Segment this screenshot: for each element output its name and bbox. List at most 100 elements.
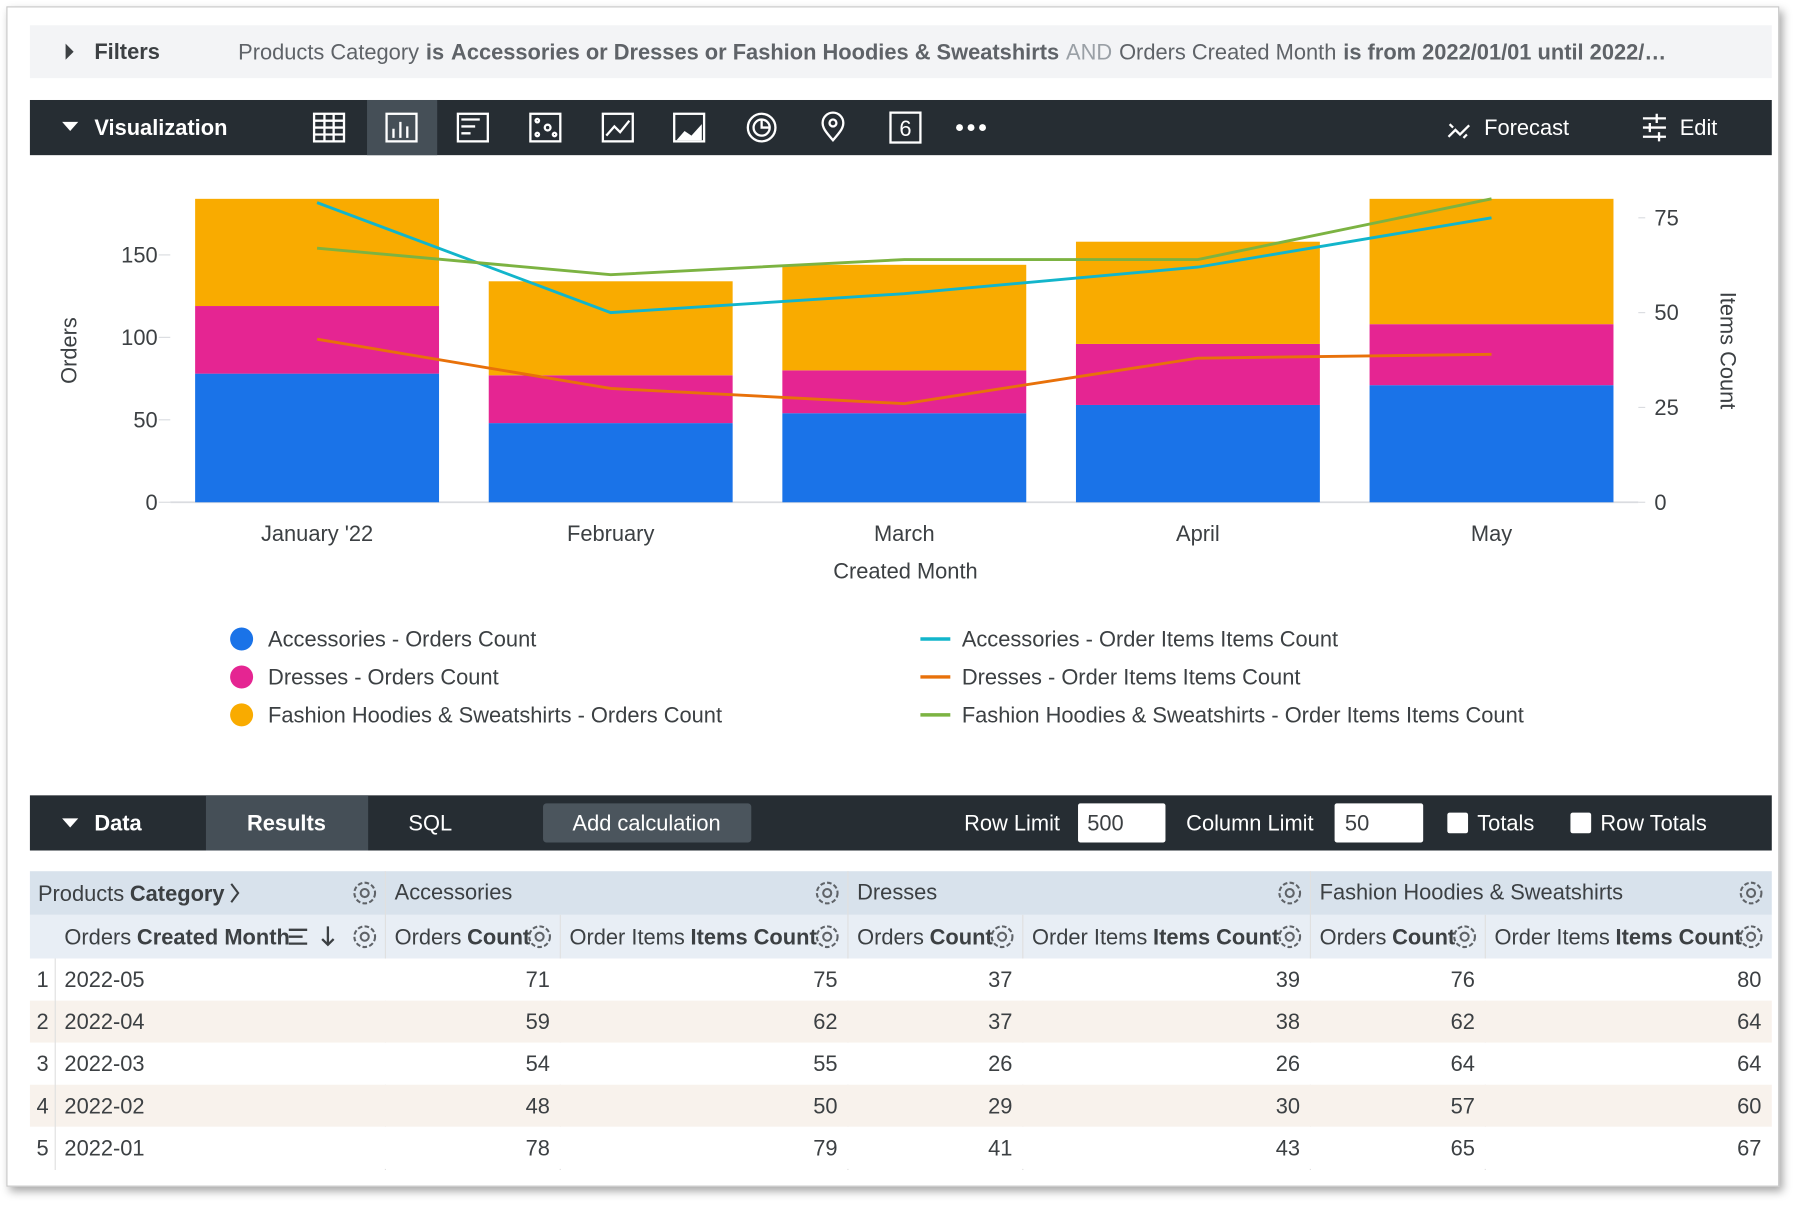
x-tick-label: March [874, 521, 935, 546]
bar-segment [488, 375, 733, 424]
legend-label[interactable]: Accessories - Order Items Items Count [962, 627, 1338, 652]
y2-tick-label: 50 [1654, 300, 1678, 325]
single-value-number: 6 [899, 116, 911, 141]
visualization-label[interactable]: Visualization [94, 115, 227, 140]
row-limit-input[interactable] [1078, 803, 1166, 843]
legend-label[interactable]: Fashion Hoodies & Sweatshirts - Order It… [962, 702, 1524, 727]
value-cell: 30 [1276, 1093, 1300, 1118]
chevron[interactable] [230, 883, 240, 903]
legend-label[interactable]: Fashion Hoodies & Sweatshirts - Orders C… [268, 702, 722, 727]
forecast-icon[interactable] [1447, 123, 1471, 139]
selected-viz [367, 99, 438, 156]
column-limit-input[interactable] [1334, 803, 1424, 843]
bar-segment [488, 281, 733, 376]
line-icon[interactable] [601, 112, 634, 143]
legend-label[interactable]: Dresses - Orders Count [268, 664, 499, 689]
edit-button[interactable]: Edit [1680, 115, 1718, 140]
gear-icon[interactable] [1739, 925, 1763, 949]
gear-icon[interactable] [1278, 925, 1302, 949]
bar-segment [1369, 198, 1614, 325]
header-label: Orders Created Month [64, 924, 289, 949]
pivot-header-row [29, 871, 1772, 915]
gear-icon[interactable] [1278, 881, 1302, 905]
header-view: Orders [395, 924, 462, 949]
sql-tab[interactable]: SQL [408, 810, 452, 835]
row-number: 3 [36, 1051, 48, 1076]
gear-icon[interactable] [353, 925, 377, 949]
table-row [29, 1042, 1772, 1085]
collapse-icon[interactable] [62, 121, 79, 132]
expand-icon[interactable] [65, 43, 74, 60]
y-tick-label: 50 [133, 407, 157, 432]
row-totals-checkbox[interactable] [1570, 812, 1592, 834]
gear-hub [822, 887, 833, 899]
header-view: Products [38, 881, 124, 906]
gear-icon[interactable] [353, 881, 377, 905]
pivot-label: Dresses [857, 879, 937, 904]
value-cell: 39 [1276, 967, 1300, 992]
header-field: Items Count [691, 924, 817, 949]
more-icon[interactable] [956, 124, 986, 132]
line-series [316, 197, 1492, 277]
value-cell: 29 [988, 1093, 1012, 1118]
legend-label[interactable]: Accessories - Orders Count [268, 627, 536, 652]
data-label[interactable]: Data [94, 810, 142, 835]
legend-marker[interactable] [230, 627, 254, 651]
header-label: Orders Count [857, 924, 993, 949]
scatter-icon[interactable] [529, 112, 562, 143]
bar-icon[interactable] [456, 112, 489, 143]
gear-hub [997, 931, 1008, 942]
filter-part: is [426, 39, 444, 64]
gear-icon[interactable] [990, 925, 1014, 949]
value-cell: 75 [813, 967, 837, 992]
filter-expression[interactable]: Products Category is Accessories or Dresse… [238, 39, 1666, 64]
single-value-icon[interactable]: 6 [889, 111, 922, 144]
value-cell: 50 [813, 1093, 837, 1118]
totals-checkbox[interactable] [1447, 812, 1469, 834]
value-cell: 64 [1737, 1051, 1761, 1076]
gear-icon[interactable] [815, 881, 839, 905]
sort-icon[interactable] [288, 926, 335, 947]
header-field: Created Month [137, 924, 290, 949]
filter-part: Accessories or Dresses or Fashion Hoodie… [451, 39, 1059, 64]
map-icon[interactable] [821, 111, 845, 142]
gear-icon[interactable] [815, 925, 839, 949]
legend-marker[interactable] [230, 703, 254, 727]
value-cell: 76 [1451, 967, 1475, 992]
results-tab-bg [205, 795, 369, 851]
gear-icon[interactable] [1453, 925, 1476, 949]
filters-bar[interactable] [29, 25, 1772, 79]
legend-marker[interactable] [230, 665, 254, 689]
gear-hub [1284, 887, 1295, 899]
area-icon[interactable] [673, 112, 706, 143]
legend-label[interactable]: Dresses - Order Items Items Count [962, 664, 1301, 689]
value-cell: 48 [526, 1093, 550, 1118]
results-tab[interactable]: Results [247, 810, 326, 835]
edit-icon[interactable] [1642, 113, 1666, 142]
value-cell: 65 [1451, 1135, 1475, 1160]
gear-hub [1459, 931, 1470, 942]
gear-icon[interactable] [1739, 881, 1763, 905]
column-icon[interactable] [385, 112, 418, 143]
header-label: Orders Count [1320, 924, 1456, 949]
x-tick-label: April [1176, 521, 1220, 546]
header-field: Items Count [1153, 924, 1279, 949]
chart: Orders Items Count Created Month 0 50 100 1… [57, 197, 1741, 727]
gear-ring [815, 881, 839, 905]
value-cell: 62 [1451, 1009, 1475, 1034]
gear-icon[interactable] [528, 925, 551, 949]
forecast-button[interactable]: Forecast [1484, 115, 1569, 140]
bar-segment [1075, 241, 1320, 344]
row-number: 4 [36, 1093, 48, 1118]
value-cell: 41 [988, 1135, 1012, 1160]
pie-icon[interactable] [746, 112, 777, 143]
header-view: Order Items [1495, 924, 1610, 949]
table-icon[interactable] [312, 112, 346, 143]
add-calculation-button[interactable] [543, 803, 752, 843]
collapse-icon[interactable] [62, 818, 79, 828]
filters-label[interactable]: Filters [94, 39, 160, 64]
x-tick-label: May [1471, 521, 1512, 546]
value-cell: 26 [1276, 1051, 1300, 1076]
